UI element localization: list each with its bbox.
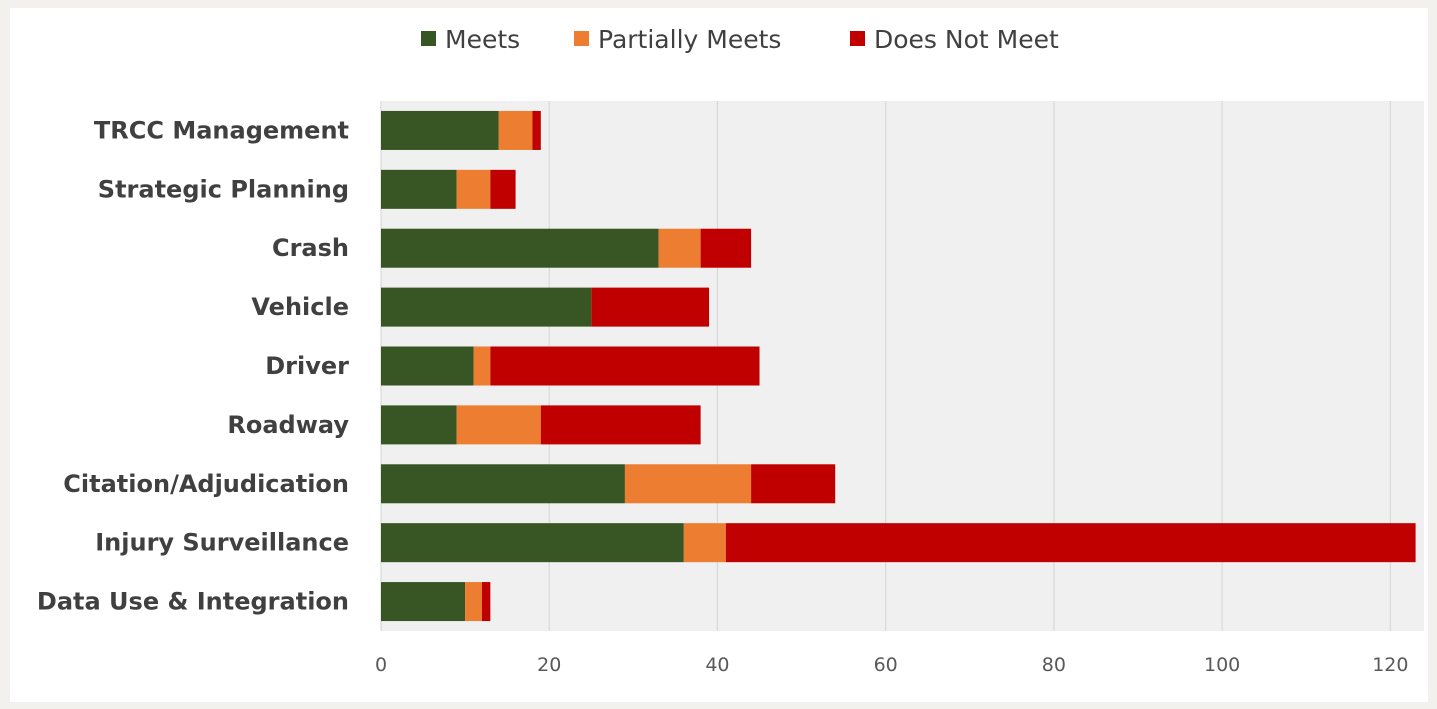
bar-partially-meets-1: [456, 169, 491, 209]
category-label: Injury Surveillance: [95, 529, 349, 557]
category-label: Citation/Adjudication: [63, 470, 349, 498]
bars: [381, 110, 1416, 622]
bar-meets-4: [381, 346, 474, 386]
bar-does-not-meet-4: [490, 346, 760, 386]
category-label: Vehicle: [251, 293, 349, 321]
bar-does-not-meet-5: [540, 405, 701, 445]
bar-does-not-meet-3: [591, 287, 710, 327]
bar-meets-0: [381, 110, 499, 150]
category-label: Data Use & Integration: [37, 588, 349, 616]
x-tick-label: 120: [1372, 654, 1408, 676]
category-labels: TRCC Management Strategic Planning Crash Ve…: [37, 116, 349, 615]
bar-meets-3: [381, 287, 592, 327]
x-tick-label: 40: [705, 654, 729, 676]
category-label: Crash: [272, 234, 349, 262]
bar-partially-meets-7: [683, 523, 726, 563]
x-tick-label: 80: [1042, 654, 1066, 676]
bar-partially-meets-0: [498, 110, 533, 150]
bar-meets-8: [381, 582, 466, 622]
legend-label: Meets: [445, 25, 520, 54]
bar-meets-1: [381, 169, 457, 209]
x-axis-ticks: 0 20 40 60 80 100 120: [375, 654, 1409, 676]
legend-label: Does Not Meet: [874, 25, 1059, 54]
x-tick-label: 60: [874, 654, 898, 676]
legend: Meets Partially Meets Does Not Meet: [421, 25, 1059, 54]
bar-does-not-meet-2: [700, 228, 752, 268]
bar-partially-meets-5: [456, 405, 541, 445]
bar-meets-7: [381, 523, 684, 563]
bar-does-not-meet-1: [490, 169, 516, 209]
category-label: Driver: [265, 352, 349, 380]
x-tick-label: 0: [375, 654, 387, 676]
bar-meets-2: [381, 228, 659, 268]
bar-partially-meets-8: [465, 582, 482, 622]
bar-partially-meets-4: [473, 346, 491, 386]
bar-does-not-meet-6: [751, 464, 836, 504]
x-tick-label: 100: [1204, 654, 1240, 676]
bar-partially-meets-6: [624, 464, 752, 504]
legend-swatch-does-not-meet: [850, 31, 865, 46]
x-tick-label: 20: [537, 654, 561, 676]
bar-partially-meets-2: [658, 228, 701, 268]
category-label: Roadway: [227, 411, 349, 439]
category-label: TRCC Management: [94, 116, 349, 144]
bar-meets-5: [381, 405, 457, 445]
bar-does-not-meet-8: [481, 582, 491, 622]
category-label: Strategic Planning: [98, 175, 349, 203]
bar-meets-6: [381, 464, 625, 504]
bar-does-not-meet-0: [532, 110, 541, 150]
bar-does-not-meet-7: [725, 523, 1416, 563]
legend-label: Partially Meets: [598, 25, 781, 54]
legend-swatch-meets: [421, 31, 436, 46]
legend-swatch-partially-meets: [574, 31, 589, 46]
